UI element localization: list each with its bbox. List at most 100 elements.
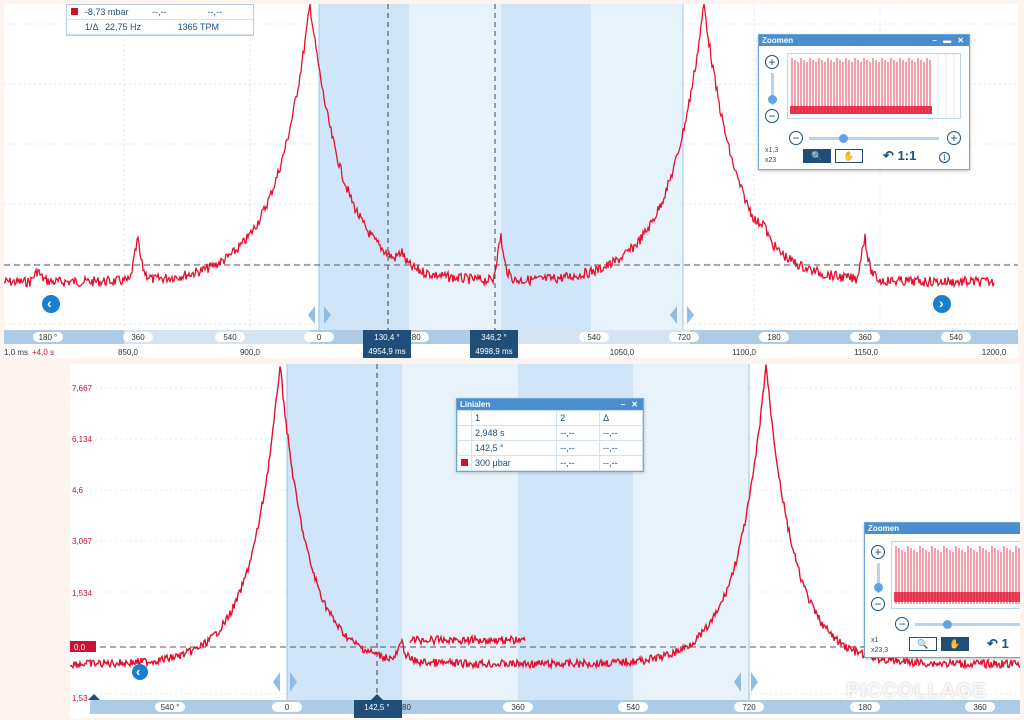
time-tick-label: 1150,0: [854, 348, 878, 357]
chevron-left-icon[interactable]: ‹: [47, 295, 52, 311]
angle-tick-pill: [669, 332, 699, 342]
zero-level-marker[interactable]: [70, 641, 96, 652]
chevron-right-icon[interactable]: ›: [939, 295, 944, 311]
zoom-panel: Zoomen + − − x1 x23,3 🔍 ✋ ↶ 1: [864, 522, 1020, 658]
cursor-badge[interactable]: [354, 700, 402, 718]
table-cell: 142,5 °: [470, 440, 558, 456]
ruler-table: 1 2 Δ 2,948 s --,-- --,-- 142,5 ° --,-- …: [457, 410, 643, 471]
window-controls[interactable]: – ▬ ✕: [932, 36, 966, 45]
table-header-row: 1 2 Δ: [457, 410, 643, 426]
overview-baseline: [894, 592, 1020, 602]
angle-tick-pill: [965, 702, 995, 712]
linialen-title: Linialen: [460, 400, 491, 409]
horizontal-zoom-slider[interactable]: [809, 137, 939, 140]
angle-tick-pill: [123, 332, 153, 342]
cursor-angle-label: 130,4 °: [374, 333, 399, 342]
reset-zoom-button[interactable]: ↶ 1: [987, 636, 1009, 651]
top-scope-panel: ‹ › 180 ° 360 540 0 180 540 720 180 360 540 130,4 ° 4…: [4, 4, 1018, 358]
axis-origin-marker: [88, 694, 100, 700]
scroll-right-button[interactable]: [933, 295, 951, 313]
bottom-waveform-chart: 7,667 6,134 4,6 3,067 1,534 0,0 1,53 ‹ 540 ° 0 360…: [70, 364, 1020, 718]
overview-thumbnail[interactable]: [891, 541, 1020, 609]
horizontal-zoom-knob[interactable]: [943, 620, 952, 629]
top-waveform-chart: ‹ › 180 ° 360 540 0 180 540 720 180 360 540 130,4 ° 4…: [4, 4, 1018, 358]
angle-tick-pill: [503, 702, 533, 712]
y-scale-label: x23: [765, 157, 777, 164]
cursor-badge[interactable]: [363, 330, 411, 358]
table-row: 300 μbar --,-- --,--: [457, 455, 643, 471]
angle-tick-label: 80: [402, 703, 411, 712]
y-tick-label: 6,134: [72, 435, 93, 444]
x-scale-label: x1: [871, 637, 879, 644]
angle-tick-label: 540: [223, 333, 237, 342]
cursor-angle-label: 142,5 °: [364, 703, 389, 712]
zoom-tool-button[interactable]: 🔍: [909, 637, 937, 651]
time-offset-label: +4,0 s: [32, 348, 54, 357]
channel-swatch: [457, 455, 472, 471]
zoom-out-vertical-button[interactable]: −: [765, 109, 779, 123]
zoom-out-vertical-button[interactable]: −: [871, 597, 885, 611]
cursor-band: [633, 364, 749, 700]
pressure-trace: [4, 4, 995, 289]
zoom-in-horizontal-button[interactable]: +: [947, 131, 961, 145]
table-cell: 300 μbar: [470, 455, 558, 471]
y-tick-label: 1,534: [72, 589, 93, 598]
table-cell: 2,948 s: [470, 425, 558, 441]
vertical-zoom-knob[interactable]: [768, 95, 777, 104]
bottom-scope-panel: 7,667 6,134 4,6 3,067 1,534 0,0 1,53 ‹ 540 ° 0 360…: [70, 364, 1020, 718]
pan-tool-button[interactable]: ✋: [835, 149, 863, 163]
cursor-angle-label: 346,2 °: [481, 333, 506, 342]
band-handle[interactable]: [324, 306, 331, 324]
overview-thumbnail[interactable]: [787, 53, 961, 119]
cursor-badge[interactable]: [470, 330, 518, 358]
readout-value: -8,73 mbar: [84, 7, 129, 17]
vertical-zoom-knob[interactable]: [874, 583, 883, 592]
vertical-zoom-slider[interactable]: [877, 563, 880, 593]
zoom-out-horizontal-button[interactable]: −: [789, 131, 803, 145]
zoom-in-vertical-button[interactable]: +: [871, 545, 885, 559]
zoom-in-vertical-button[interactable]: +: [765, 55, 779, 69]
x-scale-label: x1,3: [765, 147, 779, 154]
time-tick-label: 1200,0: [982, 348, 1007, 357]
angle-tick-label: 180: [767, 333, 781, 342]
band-handle[interactable]: [734, 672, 741, 692]
angle-axis-bar: [90, 700, 1020, 714]
zoom-panel: Zoomen – ▬ ✕ + − − + x1,3 x23 🔍 ✋ ↶ 1:1 i: [758, 34, 970, 170]
band-handle[interactable]: [751, 672, 758, 692]
scroll-left-button[interactable]: [132, 664, 148, 680]
cursor-band: [287, 364, 402, 700]
overview-baseline: [790, 106, 932, 114]
zoom-out-horizontal-button[interactable]: −: [895, 617, 909, 631]
linialen-panel: Linialen – ✕ 1 2 Δ 2,948 s --,-- --,-- 14…: [456, 398, 644, 472]
pan-tool-button[interactable]: ✋: [941, 637, 969, 651]
band-handle[interactable]: [687, 306, 694, 324]
chevron-left-icon[interactable]: ‹: [136, 664, 140, 679]
info-icon[interactable]: i: [939, 152, 950, 163]
readout-value: 1365 TPM: [177, 22, 219, 32]
table-cell: --,--: [599, 455, 643, 471]
readout-row: 1/Δ 22,75 Hz 1365 TPM: [67, 20, 253, 35]
angle-tick-label: 540 °: [161, 703, 180, 712]
band-handle[interactable]: [290, 672, 297, 692]
angle-tick-label: 180: [858, 703, 872, 712]
y-tick-label: 4,6: [72, 486, 84, 495]
y-tick-label: 0,0: [74, 643, 86, 652]
reset-zoom-button[interactable]: ↶ 1:1: [883, 148, 917, 163]
vertical-zoom-slider[interactable]: [771, 73, 774, 105]
table-cell: --,--: [556, 440, 601, 456]
readout-value: --,--: [152, 7, 167, 17]
band-handle[interactable]: [273, 672, 280, 692]
cursor-pointer: [371, 694, 383, 700]
angle-tick-pill: [155, 702, 185, 712]
band-handle[interactable]: [670, 306, 677, 324]
angle-tick-label: 540: [626, 703, 640, 712]
column-header: 1: [470, 410, 558, 426]
angle-tick-pill: [272, 702, 302, 712]
zoom-tool-button[interactable]: 🔍: [803, 149, 831, 163]
window-controls[interactable]: – ✕: [620, 400, 640, 409]
overview-waveform: [790, 54, 955, 118]
band-handle[interactable]: [308, 306, 315, 324]
horizontal-zoom-slider[interactable]: [915, 623, 1020, 626]
scroll-left-button[interactable]: [42, 295, 60, 313]
horizontal-zoom-knob[interactable]: [839, 134, 848, 143]
